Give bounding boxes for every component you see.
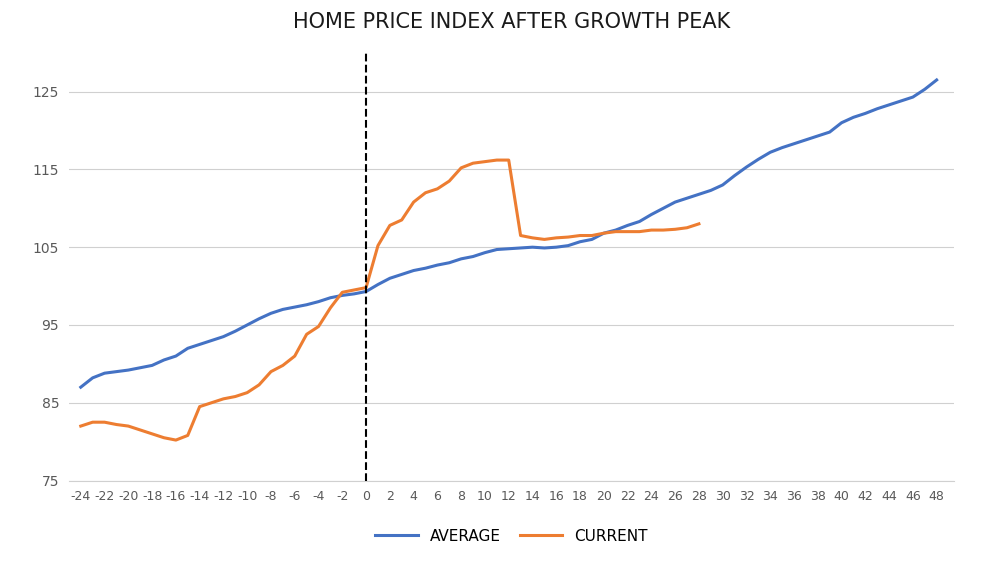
AVERAGE [75,384,87,391]
AVERAGE [847,114,859,121]
CURRENT [170,437,182,444]
Line: CURRENT: CURRENT [81,160,699,440]
AVERAGE [503,245,515,252]
Title: HOME PRICE INDEX AFTER GROWTH PEAK: HOME PRICE INDEX AFTER GROWTH PEAK [293,12,730,32]
CURRENT [693,220,705,227]
CURRENT [479,158,491,165]
Legend: AVERAGE, CURRENT: AVERAGE, CURRENT [369,523,654,550]
AVERAGE [265,310,277,317]
CURRENT [444,178,456,185]
AVERAGE [788,140,800,147]
CURRENT [574,232,585,239]
CURRENT [503,156,515,163]
AVERAGE [931,76,943,83]
CURRENT [253,381,265,389]
CURRENT [456,164,467,171]
Line: AVERAGE: AVERAGE [81,80,937,387]
AVERAGE [812,132,824,139]
AVERAGE [360,288,372,295]
CURRENT [491,156,503,163]
CURRENT [75,423,87,430]
